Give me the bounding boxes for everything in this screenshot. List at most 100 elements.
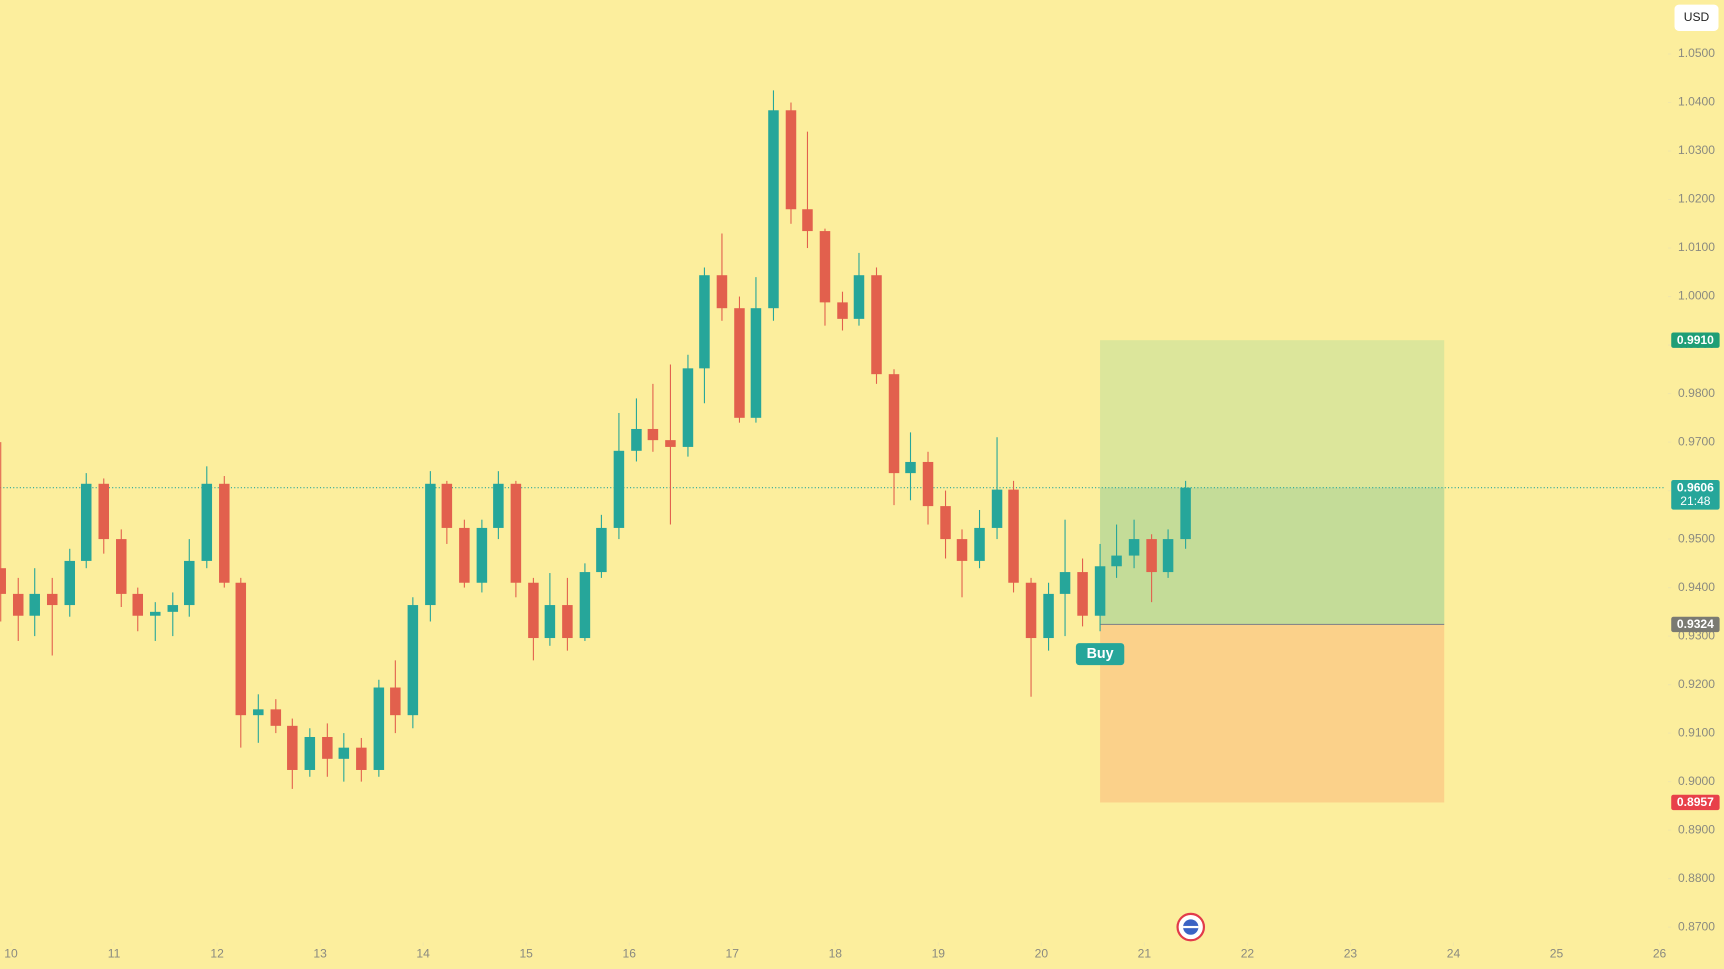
candle-body [1025,582,1037,639]
candle-body [493,483,504,528]
last-price-tag [1671,479,1720,510]
candle-body [528,582,539,639]
x-tick-label: 13 [313,947,327,961]
y-tick-label: 1.0400 [1678,95,1715,109]
candle-body [785,110,797,210]
candle-body [132,593,144,616]
candle-body [888,374,900,474]
candle-body [64,560,76,606]
candle-body [356,747,367,770]
y-tick-label: 0.8800 [1678,871,1715,885]
candle-body [1043,593,1054,639]
candle-body [905,461,916,474]
candle-body [270,709,282,726]
candle-body [956,539,968,561]
y-tick-label: 0.9500 [1678,531,1715,545]
y-tick-label: 0.9100 [1678,725,1715,739]
candle-body [322,736,333,759]
y-tick-label: 0.9200 [1678,677,1715,691]
candle-body [253,709,264,716]
candle-body [390,687,401,716]
candle-body [459,527,470,583]
candle-body [1077,572,1088,616]
y-tick-label: 0.9400 [1678,580,1715,594]
price-tag-label: 0.9910 [1677,333,1714,347]
x-tick-label: 26 [1653,947,1667,961]
candle-body [631,428,642,451]
candle-body [596,527,607,573]
candle-body [150,611,161,616]
x-tick-label: 23 [1344,947,1358,961]
x-tick-label: 24 [1447,947,1461,961]
x-tick-label: 25 [1550,947,1564,961]
candle-body [219,483,230,583]
x-tick-label: 15 [519,947,533,961]
x-tick-label: 14 [416,947,430,961]
last-price-label: 0.9606 [1677,480,1714,494]
candle-body [922,461,934,507]
y-tick-label: 1.0300 [1678,143,1715,157]
buy-label: Buy [1087,646,1114,662]
candle-body [46,593,58,606]
price-tag-label: 0.8957 [1677,795,1714,809]
candle-body [1111,555,1122,567]
candle-body [425,483,436,606]
candle-body [338,747,350,759]
x-tick-label: 12 [210,947,224,961]
candle-body [476,527,488,583]
candle-body [871,275,882,375]
candle-body [1059,572,1071,594]
candle-body [750,308,762,418]
candle-body [201,483,213,561]
profit-reached [1100,487,1445,625]
candle-body [12,593,24,616]
x-tick-label: 17 [726,947,740,961]
price-tag [1671,616,1720,633]
candle-body [235,582,247,716]
x-tick-label: 19 [932,947,946,961]
candle-body [837,302,848,319]
y-tick-label: 1.0100 [1678,240,1715,254]
x-tick-label: 21 [1138,947,1152,961]
candle-body [853,275,865,319]
currency[interactable]: USD [1684,10,1710,24]
currency-box[interactable] [1674,4,1719,31]
logo[interactable] [1176,912,1206,942]
candle-body [1094,566,1106,616]
x-tick-label: 10 [4,947,18,961]
price-tag-label: 0.9324 [1677,617,1714,631]
candle-body [167,605,179,612]
candle-body [1008,489,1019,583]
candle-body [441,483,453,528]
candle-body [613,450,625,528]
candle-body [544,605,556,639]
candle-body [940,506,951,540]
candle-body [734,308,745,418]
candle-body [579,572,591,639]
y-tick-label: 0.9000 [1678,774,1715,788]
y-tick-label: 1.0500 [1678,46,1715,60]
candle-body [647,428,659,441]
candle-body [1146,539,1157,573]
candle-body [304,736,316,770]
price-tag [1671,794,1720,811]
buy-label-box [1075,643,1125,666]
candle-body [802,209,813,232]
x-tick-label: 22 [1241,947,1255,961]
candle-body [373,687,385,770]
candle-body [716,275,728,309]
candle-body [0,568,6,594]
candle-body [665,440,676,447]
candle-body [682,368,694,447]
candle-body [98,483,110,540]
candle-body [1128,539,1140,556]
candle-body [287,725,298,770]
y-tick-label: 1.0000 [1678,289,1715,303]
candle-body [699,275,710,369]
y-tick-label: 0.9800 [1678,386,1715,400]
candle-body [768,110,779,309]
candle-body [80,483,92,561]
x-tick-label: 20 [1035,947,1049,961]
candle-body [184,560,195,606]
